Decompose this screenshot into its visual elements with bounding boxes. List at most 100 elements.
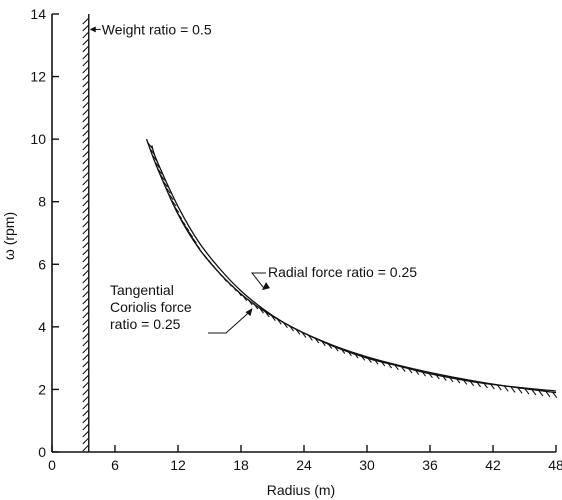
- hatch-mark: [160, 174, 166, 181]
- coriolis-force-leader: [208, 309, 252, 334]
- hatch-mark: [301, 331, 307, 338]
- hatch-mark: [475, 381, 482, 388]
- hatch-mark: [162, 181, 168, 188]
- hatch-mark: [448, 375, 454, 383]
- hatch-mark: [295, 328, 301, 335]
- ticks: [51, 13, 557, 453]
- hatch-mark: [195, 242, 201, 250]
- hatch-mark: [82, 360, 90, 368]
- hatch-mark: [462, 378, 468, 385]
- hatch-mark: [82, 87, 90, 95]
- hatch-mark: [455, 377, 461, 384]
- hatch-mark: [253, 303, 259, 310]
- hatch-mark: [82, 430, 90, 438]
- y-tick-label: 0: [38, 444, 46, 460]
- annotations: Weight ratio = 0.5 Radial force ratio = 0…: [89, 21, 417, 334]
- hatch-mark: [82, 115, 90, 123]
- hatch-mark: [82, 94, 90, 102]
- hatch-mark: [174, 206, 180, 213]
- hatch-mark: [496, 384, 502, 391]
- hatch-mark: [212, 264, 218, 272]
- hatch-mark: [82, 297, 90, 305]
- y-tick-label: 10: [30, 131, 46, 147]
- hatch-mark: [154, 161, 160, 169]
- series-2: [145, 138, 558, 399]
- hatch-mark: [82, 220, 90, 228]
- hatch-mark: [82, 255, 90, 263]
- hatch-mark: [242, 294, 248, 302]
- hatch-mark: [264, 311, 270, 318]
- y-axis-title: ω (rpm): [1, 212, 17, 260]
- hatch-mark: [82, 24, 90, 32]
- hatch-mark: [82, 178, 90, 186]
- hatch-mark: [380, 360, 386, 367]
- hatch-mark: [393, 363, 399, 371]
- hatch-mark: [199, 248, 205, 256]
- hatch-mark: [82, 199, 90, 207]
- hatch-mark: [82, 437, 90, 445]
- hatch-mark: [386, 362, 393, 369]
- hatch-mark: [400, 365, 406, 372]
- hatch-mark: [441, 374, 447, 381]
- hatch-mark: [270, 314, 276, 322]
- hatch-mark: [208, 259, 214, 266]
- coriolis-force-curve: [145, 138, 557, 394]
- hatch-mark: [82, 290, 90, 298]
- hatch-mark: [82, 339, 90, 347]
- hatch-mark: [168, 193, 174, 201]
- x-tick-label: 36: [422, 457, 438, 473]
- y-tick-label: 12: [30, 69, 46, 85]
- coriolis-force-label: Tangential Coriolis force ratio = 0.25: [110, 282, 192, 332]
- hatch-mark: [482, 382, 488, 389]
- hatch-mark: [82, 381, 90, 389]
- hatch-mark: [82, 157, 90, 165]
- hatch-mark: [82, 227, 90, 235]
- x-axis-title: Radius (m): [267, 482, 335, 498]
- hatch-mark: [82, 395, 90, 403]
- hatch-mark: [171, 200, 177, 207]
- hatch-mark: [307, 334, 313, 341]
- hatch-mark: [180, 219, 186, 226]
- hatch-mark: [82, 164, 90, 172]
- hatch-mark: [82, 269, 90, 277]
- hatch-mark: [282, 321, 288, 329]
- hatch-mark: [82, 234, 90, 242]
- hatch-mark: [340, 347, 346, 354]
- y-tick-label: 4: [38, 319, 46, 335]
- hatch-mark: [314, 337, 320, 344]
- hatch-mark: [247, 298, 253, 306]
- hatch-mark: [517, 387, 523, 394]
- hatch-mark: [82, 192, 90, 200]
- hatch-mark: [217, 270, 223, 277]
- weight-ratio-label: Weight ratio = 0.5: [102, 21, 212, 37]
- hatch-mark: [489, 383, 495, 390]
- hatch-mark: [82, 150, 90, 158]
- hatch-mark: [538, 390, 544, 397]
- hatch-mark: [407, 367, 413, 374]
- hatch-mark: [510, 386, 516, 393]
- x-tick-label: 12: [170, 457, 186, 473]
- hatch-mark: [82, 108, 90, 116]
- hatch-mark: [82, 262, 90, 270]
- y-tick-label: 2: [38, 381, 46, 397]
- y-tick-label: 6: [38, 256, 46, 272]
- hatch-mark: [288, 325, 295, 332]
- hatch-mark: [177, 212, 183, 220]
- weight-ratio-arrow: [89, 26, 96, 33]
- hatch-mark: [524, 388, 530, 395]
- hatch-mark: [434, 373, 440, 380]
- hatch-mark: [82, 416, 90, 424]
- hatch-mark: [226, 280, 232, 287]
- hatch-mark: [184, 225, 190, 232]
- hatch-mark: [82, 73, 90, 81]
- hatch-mark: [82, 17, 90, 25]
- hatch-mark: [149, 148, 155, 155]
- hatch-mark: [82, 80, 90, 88]
- hatch-mark: [147, 142, 153, 149]
- x-tick-label: 42: [485, 457, 501, 473]
- hatch-mark: [157, 168, 163, 175]
- hatch-mark: [82, 353, 90, 361]
- hatch-mark: [258, 307, 264, 314]
- x-tick-label: 24: [296, 457, 312, 473]
- hatch-mark: [82, 311, 90, 319]
